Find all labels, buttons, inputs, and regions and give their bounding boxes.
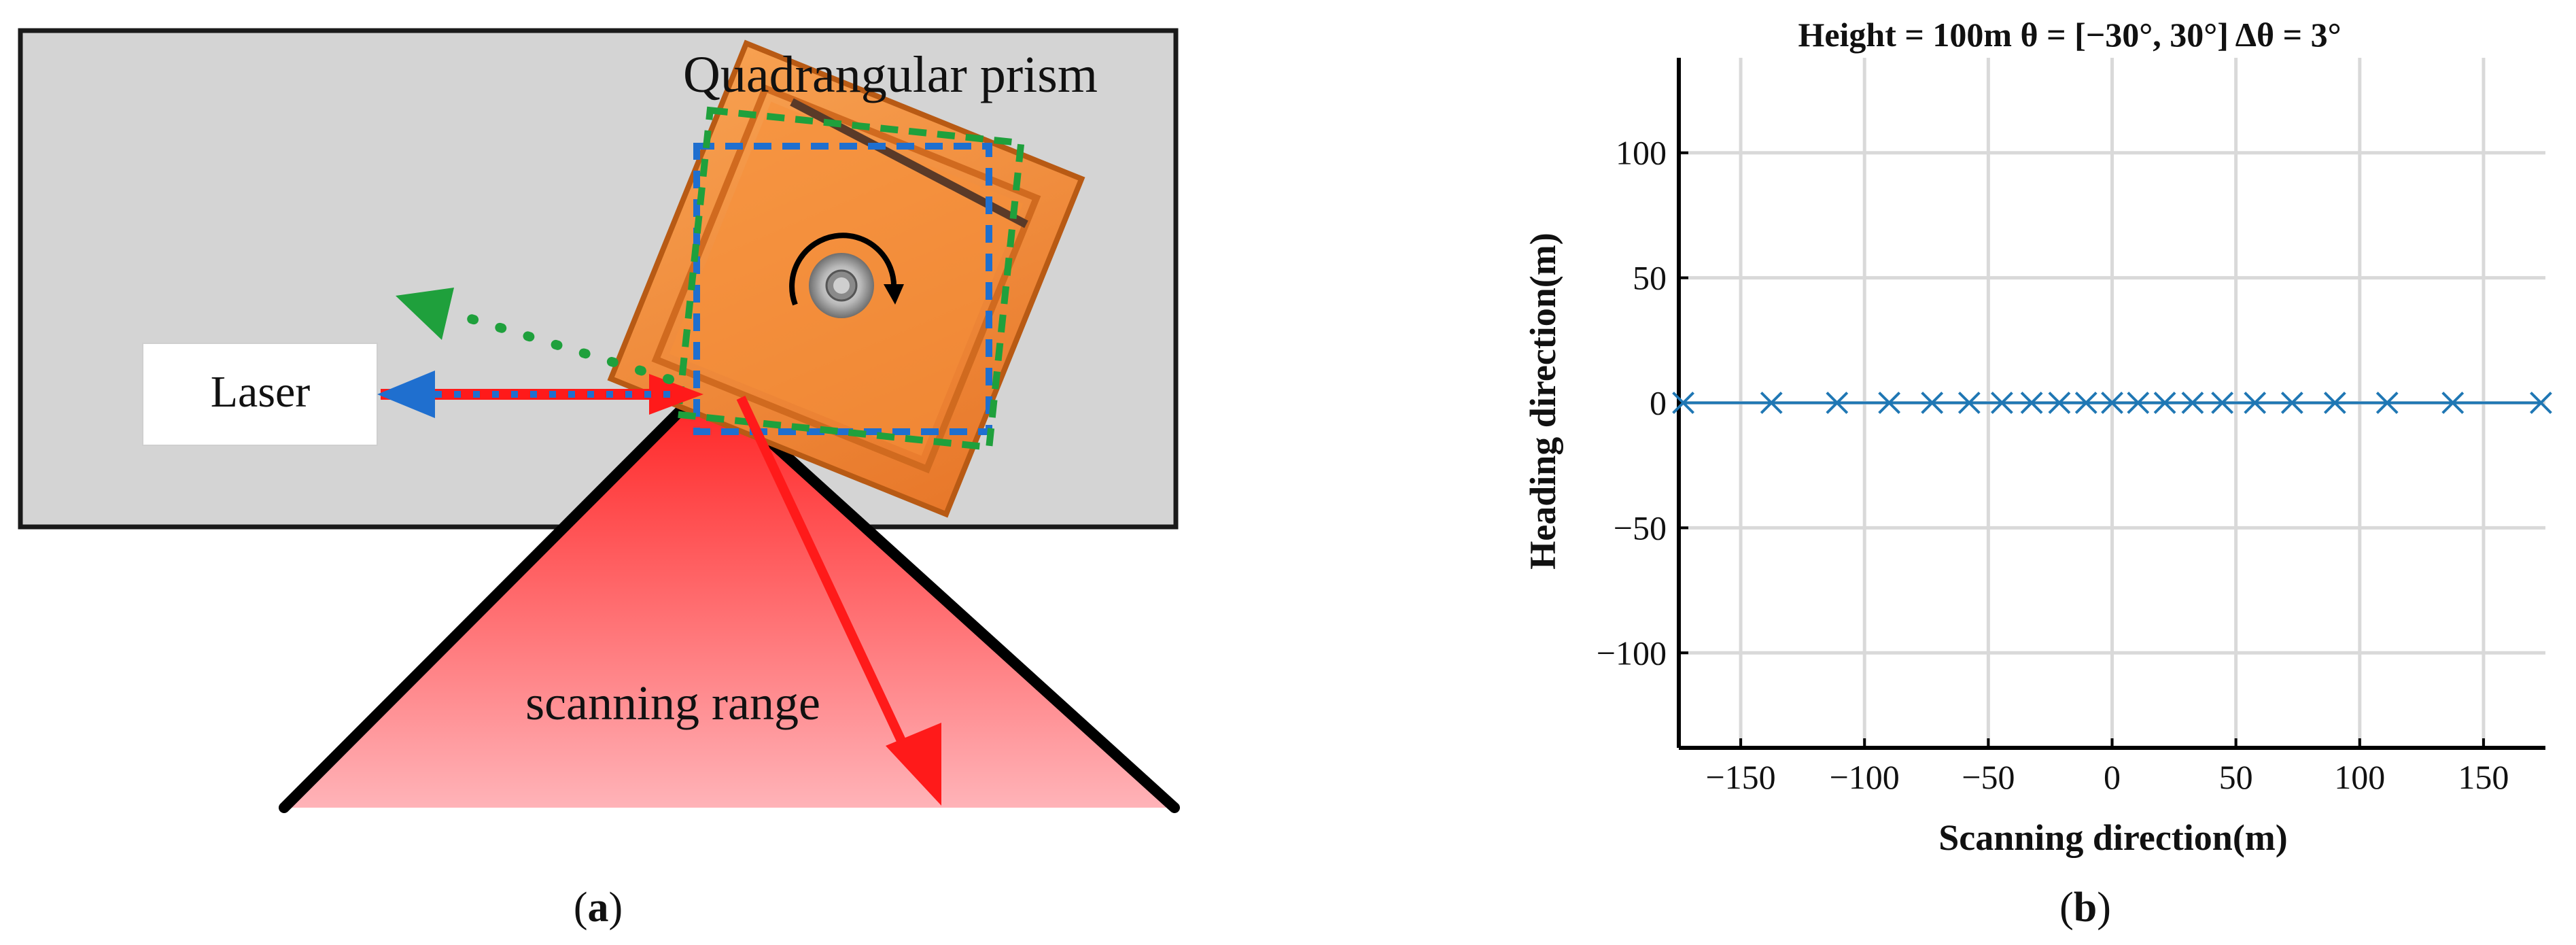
panel-a-caption: (a) bbox=[574, 884, 623, 931]
scanning-range-label: scanning range bbox=[525, 676, 820, 730]
data-point-marker bbox=[1672, 392, 1694, 414]
chart-tick-labels: −150 −100 −50 0 50 100 150 −100 −50 0 50 100 bbox=[1597, 134, 2509, 796]
data-point-marker bbox=[1957, 392, 1981, 414]
chart-title: Height = 100m θ = [−30°, 30°] Δθ = 3° bbox=[1798, 16, 2341, 54]
x-tick-label: 50 bbox=[2219, 758, 2253, 796]
rotation-arrow-icon bbox=[789, 233, 904, 306]
data-point-marker bbox=[2181, 392, 2204, 414]
data-point-marker bbox=[1878, 392, 1901, 414]
x-axis-title: Scanning direction(m) bbox=[1938, 817, 2288, 858]
data-point-marker bbox=[2375, 392, 2399, 414]
scanning-range-region bbox=[284, 384, 1174, 808]
green-beam-arrowhead bbox=[396, 288, 454, 340]
data-point-marker bbox=[2020, 392, 2043, 414]
data-point-marker bbox=[1990, 392, 2013, 414]
data-point-marker bbox=[1760, 392, 1783, 414]
panel-a-diagram: Laser Quadrangular prism scanning range … bbox=[18, 28, 1180, 931]
green-dashed-prism-outline bbox=[674, 106, 1025, 451]
x-tick-label: 0 bbox=[2104, 758, 2121, 796]
data-point-marker bbox=[1826, 392, 1849, 414]
deflected-beam bbox=[736, 396, 919, 770]
y-tick-label: 0 bbox=[1650, 384, 1667, 422]
incident-beam-arrowhead bbox=[649, 374, 703, 415]
y-tick-label: −50 bbox=[1614, 509, 1667, 547]
panel-b-caption: (b) bbox=[2059, 884, 2111, 931]
data-point-marker bbox=[2048, 392, 2071, 414]
prism-label: Quadrangular prism bbox=[683, 46, 1098, 103]
x-tick-label: −50 bbox=[1962, 758, 2015, 796]
data-point-marker bbox=[2101, 392, 2123, 414]
data-point-marker bbox=[1921, 392, 1944, 414]
data-point-marker bbox=[2280, 392, 2303, 414]
y-tick-label: 100 bbox=[1616, 134, 1667, 172]
laser-label: Laser bbox=[211, 367, 311, 417]
return-beam-arrowhead bbox=[377, 371, 435, 418]
x-tick-label: 150 bbox=[2458, 758, 2509, 796]
data-point-marker bbox=[2530, 392, 2552, 414]
data-point-marker bbox=[2211, 392, 2234, 414]
chart-axes bbox=[1677, 58, 2545, 750]
data-point-marker bbox=[2074, 392, 2098, 414]
data-point-marker bbox=[2244, 392, 2267, 414]
data-point-marker bbox=[2153, 392, 2176, 414]
data-point-marker bbox=[2323, 392, 2346, 414]
quadrangular-prism bbox=[607, 39, 1085, 518]
blue-dashed-prism-outline bbox=[693, 143, 992, 435]
rotation-hub bbox=[809, 253, 874, 318]
data-point-marker bbox=[2127, 392, 2150, 414]
x-tick-label: −100 bbox=[1830, 758, 1900, 796]
green-reflected-beam bbox=[464, 313, 674, 384]
y-axis-title: Heading direction(m) bbox=[1522, 233, 1563, 569]
x-tick-label: −150 bbox=[1705, 758, 1775, 796]
deflected-beam-arrowhead bbox=[886, 723, 941, 806]
chart-series bbox=[1672, 392, 2552, 414]
y-tick-label: 50 bbox=[1633, 259, 1667, 297]
scanning-range-left-edge bbox=[279, 379, 712, 813]
x-tick-label: 100 bbox=[2334, 758, 2385, 796]
data-point-marker bbox=[2441, 392, 2465, 414]
y-tick-label: −100 bbox=[1597, 634, 1667, 672]
scanning-range-right-edge bbox=[701, 379, 1180, 813]
